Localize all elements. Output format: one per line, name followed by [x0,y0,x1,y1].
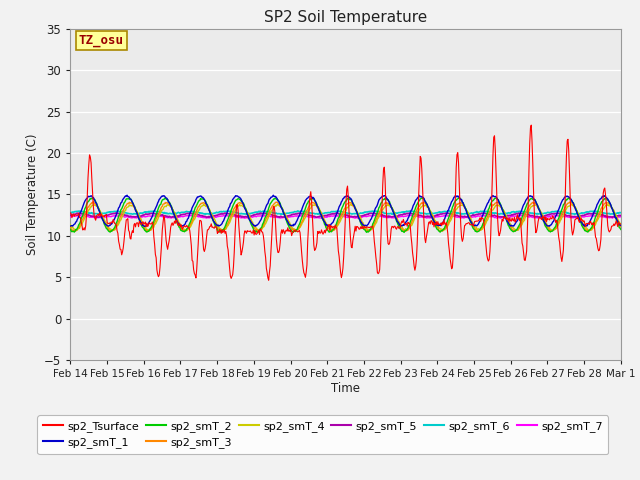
Y-axis label: Soil Temperature (C): Soil Temperature (C) [26,133,38,255]
Text: TZ_osu: TZ_osu [79,34,124,47]
Legend: sp2_Tsurface, sp2_smT_1, sp2_smT_2, sp2_smT_3, sp2_smT_4, sp2_smT_5, sp2_smT_6, : sp2_Tsurface, sp2_smT_1, sp2_smT_2, sp2_… [37,415,608,454]
X-axis label: Time: Time [331,382,360,395]
Title: SP2 Soil Temperature: SP2 Soil Temperature [264,10,428,25]
